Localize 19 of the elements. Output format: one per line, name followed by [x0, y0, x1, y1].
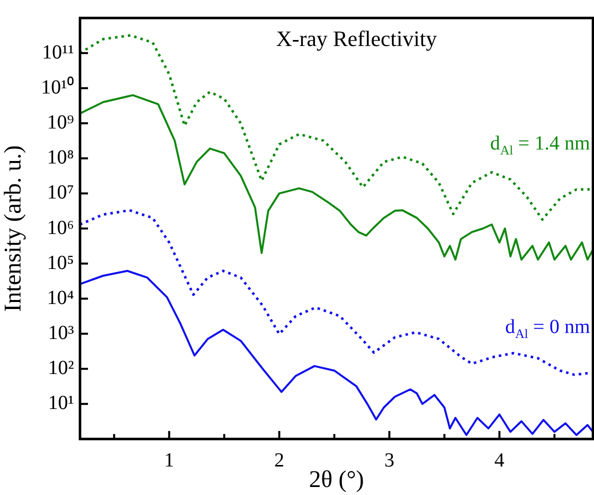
y-tick-label: 10⁴ [47, 286, 74, 309]
x-tick-label: 3 [384, 449, 394, 472]
y-tick-label: 10² [48, 357, 74, 380]
y-tick-label: 10³ [48, 322, 74, 344]
y-tick-label: 10⁹ [47, 112, 74, 134]
y-tick-label: 10¹⁰ [41, 75, 74, 98]
x-axis-title: 2θ (°) [308, 466, 364, 493]
line-series [80, 209, 591, 376]
y-tick-label: 10¹ [48, 392, 74, 414]
y-tick-label: 10⁸ [47, 146, 74, 169]
x-tick-label: 1 [164, 449, 174, 472]
y-tick-label: 10¹¹ [42, 41, 74, 64]
x-tick-label: 4 [494, 449, 504, 472]
x-tick-label: 2 [274, 449, 284, 472]
y-tick-label: 10⁵ [47, 252, 74, 274]
y-axis-title: Intensity (arb. u.) [0, 145, 27, 312]
chart-title: X-ray Reflectivity [276, 26, 437, 51]
y-tick-label: 10⁶ [47, 216, 74, 239]
y-tick-label: 10⁷ [47, 182, 74, 204]
